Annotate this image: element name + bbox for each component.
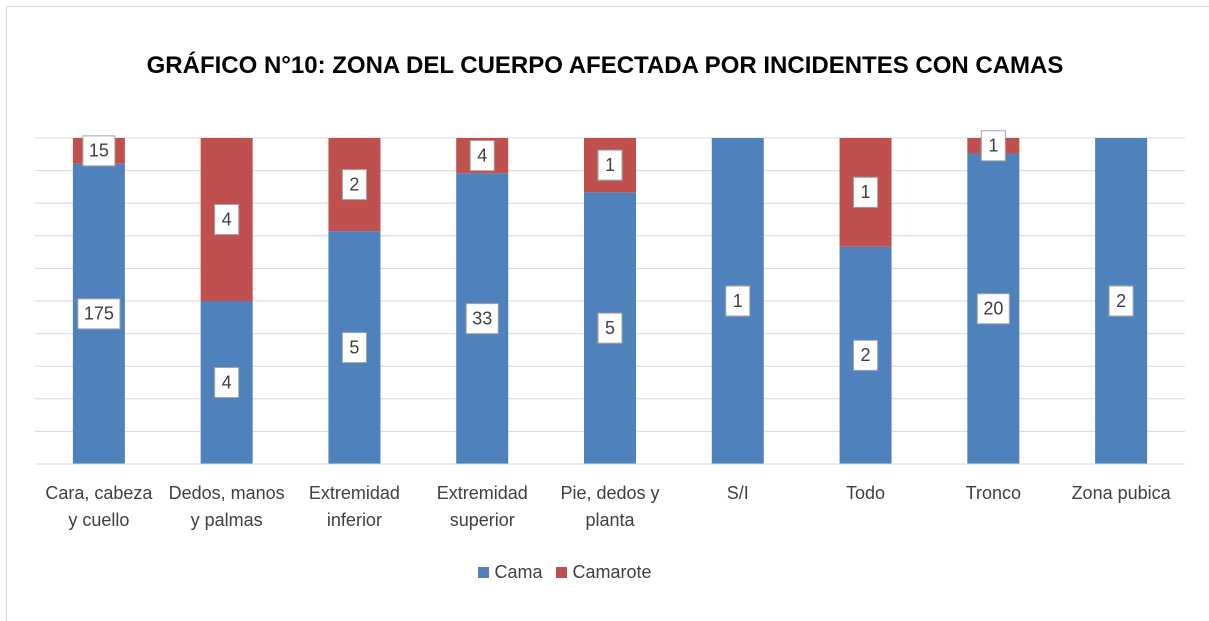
data-label-box [1108,285,1134,317]
data-label-box [77,298,121,330]
data-label-box [725,285,751,317]
data-label-box [853,339,879,371]
data-label: 5 [597,312,623,344]
data-label-box [976,293,1010,325]
x-tick-label: Dedos, manos y palmas [168,483,285,530]
data-label-text: 20 [983,299,1003,319]
data-label-text: 4 [222,372,232,392]
data-label-text: 2 [861,345,871,365]
x-tick-label: Cara, cabeza y cuello [45,483,153,530]
data-label-text: 5 [349,337,359,357]
data-label-text: 33 [472,308,492,328]
legend-item: Camarote [556,562,652,583]
x-tick-label: Tronco [965,483,1021,503]
data-label-box [341,332,367,364]
legend-label: Camarote [572,562,652,582]
data-label-box [469,140,495,172]
data-label: 4 [214,367,240,398]
data-label-box [597,312,623,344]
data-label-box [980,130,1006,162]
legend-swatch [556,567,568,578]
data-label: 1 [725,285,751,317]
data-label: 2 [341,169,367,201]
x-tick-label: S/I [726,483,749,503]
data-label: 2 [1108,285,1134,317]
data-label-box [853,176,879,208]
data-label-text: 1 [861,182,871,202]
data-label: 15 [82,135,116,167]
data-label: 175 [77,298,121,330]
data-label-box [465,303,499,335]
x-tick-label: Zona pubica [1071,483,1171,503]
x-tick-label: Pie, dedos y planta [560,483,660,530]
data-label-box [597,149,623,181]
chart-title: GRÁFICO N°10: ZONA DEL CUERPO AFECTADA P… [146,52,1064,79]
data-label-box [214,204,240,235]
legend-swatch [478,567,490,578]
legend-label: Cama [494,562,543,582]
data-label: 4 [214,204,240,235]
data-label: 1 [980,130,1006,162]
data-label-text: 4 [222,209,232,229]
data-label-box [82,135,116,167]
data-label-text: 1 [733,291,743,311]
legend-item: Cama [478,562,542,583]
x-tick-label: Todo [846,483,886,503]
data-label-text: 1 [605,155,615,175]
data-label: 1 [597,149,623,181]
data-label-text: 175 [84,304,114,324]
data-label: 1 [853,176,879,208]
legend: Cama Camarote [0,562,1130,583]
data-label-text: 5 [605,318,615,338]
data-label-text: 2 [349,174,359,194]
data-label: 33 [465,303,499,335]
data-label-text: 1 [988,136,998,156]
data-label: 20 [976,293,1010,325]
data-label: 2 [853,339,879,371]
data-label-box [214,367,240,398]
chart-frame [6,6,1209,621]
data-label-text: 4 [477,145,487,165]
data-label-text: 2 [1116,291,1126,311]
data-label: 4 [469,140,495,172]
x-tick-label: Extremidad superior [436,483,528,530]
data-label-text: 15 [89,141,109,161]
data-label-box [341,169,367,201]
data-label: 5 [341,332,367,364]
x-tick-label: Extremidad inferior [308,483,400,530]
